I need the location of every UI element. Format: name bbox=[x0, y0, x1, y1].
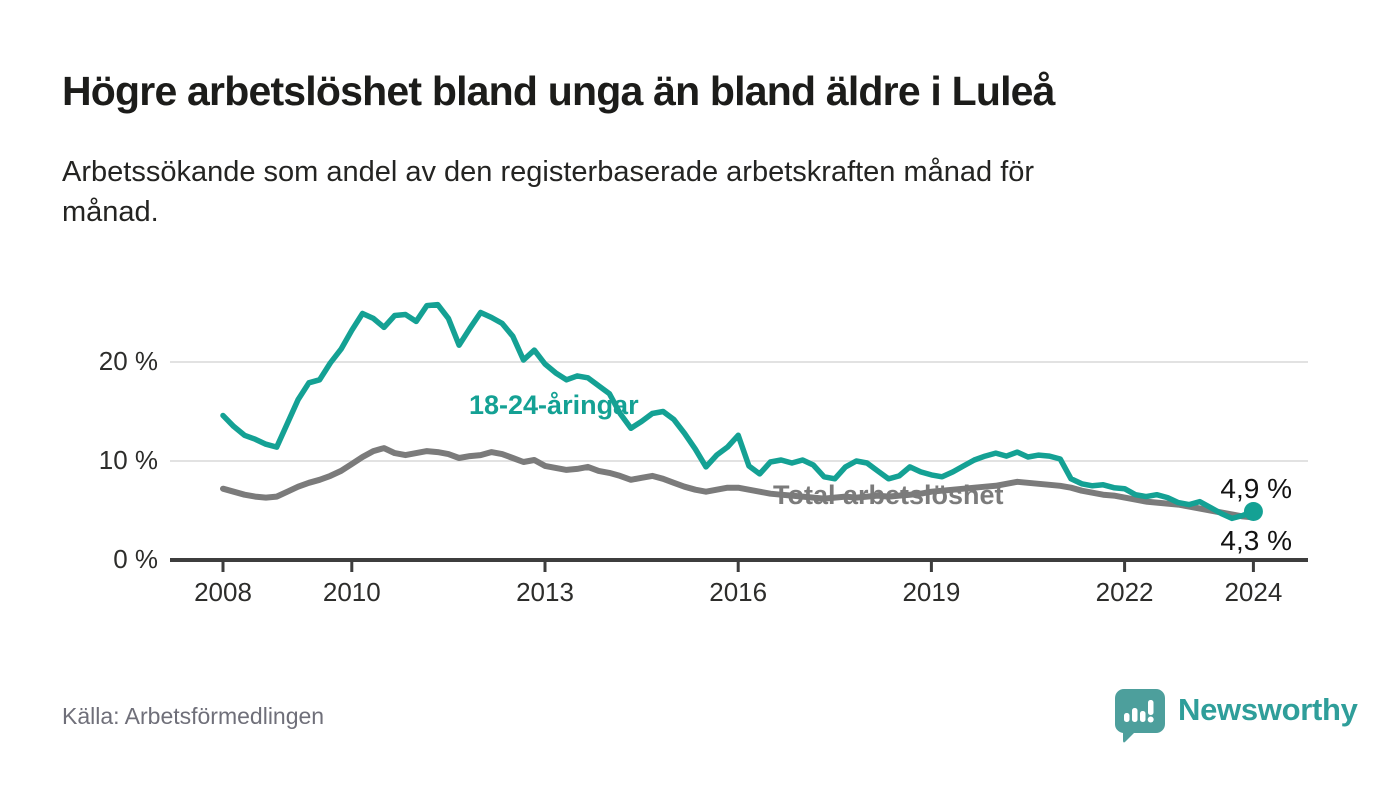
x-tick-label: 2008 bbox=[194, 577, 252, 607]
source-attribution: Källa: Arbetsförmedlingen bbox=[62, 703, 325, 729]
series-line bbox=[220, 445, 1257, 521]
page-title: Högre arbetslöshet bland unga än bland ä… bbox=[62, 68, 1056, 114]
end-value-label-total: 4,3 % bbox=[1220, 525, 1292, 556]
x-tick-label: 2024 bbox=[1224, 577, 1283, 607]
newsworthy-wordmark: Newsworthy bbox=[1178, 692, 1358, 727]
series-end-dot bbox=[1243, 501, 1263, 521]
series-label-young: 18-24-åringar bbox=[469, 390, 639, 420]
x-tick-label: 2010 bbox=[322, 577, 381, 607]
end-value-label-young: 4,9 % bbox=[1220, 473, 1292, 504]
speech-bubble-bar-chart-icon bbox=[1114, 689, 1165, 743]
x-tick-label: 2016 bbox=[709, 577, 768, 607]
chart-subtitle: Arbetssökande som andel av den registerb… bbox=[62, 156, 1035, 229]
series-label-total: Total arbetslöshet bbox=[773, 480, 1004, 510]
y-tick-label: 0 % bbox=[113, 544, 158, 574]
y-tick-label: 20 % bbox=[98, 346, 158, 376]
y-tick-label: 10 % bbox=[98, 445, 158, 475]
x-tick-label: 2019 bbox=[902, 577, 961, 607]
x-tick-label: 2022 bbox=[1095, 577, 1154, 607]
x-tick-label: 2013 bbox=[516, 577, 574, 607]
series-line bbox=[220, 301, 1257, 522]
newsworthy-logo bbox=[1113, 687, 1167, 745]
